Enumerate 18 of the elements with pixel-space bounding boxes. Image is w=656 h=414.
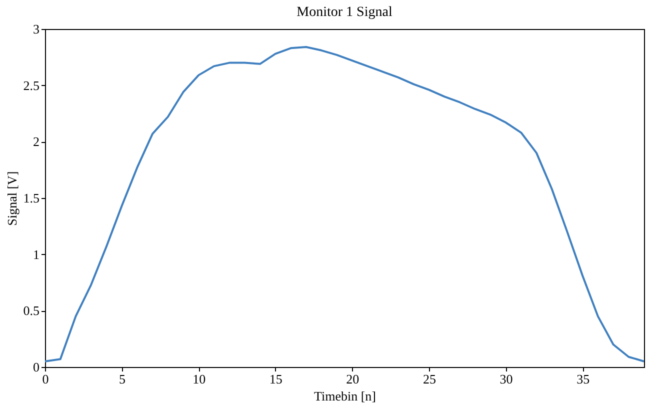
y-tick-label: 1.5 xyxy=(23,190,40,206)
x-tick-label: 30 xyxy=(500,372,513,386)
y-tick-label: 0 xyxy=(33,360,40,374)
line-series xyxy=(44,46,645,362)
y-axis-title: Signal [V] xyxy=(4,171,20,226)
y-tick-label: 3 xyxy=(33,22,40,36)
x-tick-label: 15 xyxy=(269,372,282,386)
x-tick-label: 5 xyxy=(119,372,126,386)
x-tick-label: 20 xyxy=(346,372,360,386)
y-tick-label: 2 xyxy=(33,134,40,150)
x-tick-label: 25 xyxy=(422,372,436,386)
y-tick-label: 1 xyxy=(33,246,40,262)
x-axis-title: Timebin [n] xyxy=(314,388,376,404)
x-tick-label: 35 xyxy=(576,372,590,386)
y-tick-label: 2.5 xyxy=(23,78,40,93)
y-tick-label: 0.5 xyxy=(23,303,40,318)
chart-title: Monitor 1 Signal xyxy=(296,5,392,20)
x-tick-label: 10 xyxy=(192,372,206,386)
